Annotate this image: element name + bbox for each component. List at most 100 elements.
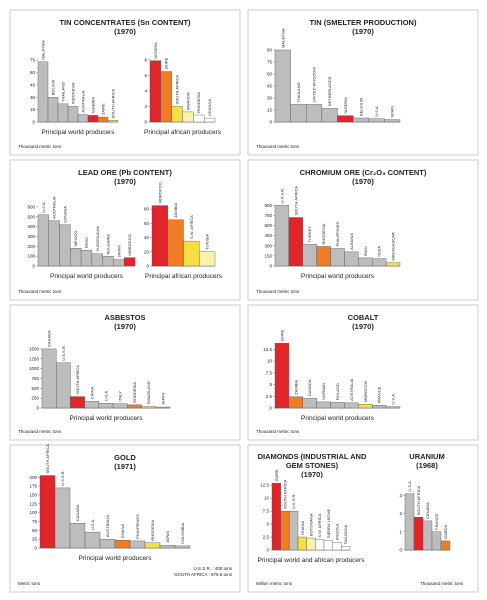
category-label: ZAMBIA — [173, 203, 178, 218]
category-label: NORWAY — [321, 382, 326, 400]
bar — [413, 517, 424, 551]
category-label: ZAIRE — [279, 329, 284, 341]
bar — [289, 510, 299, 551]
x-axis-label: Principal world producers — [50, 273, 124, 280]
bar — [70, 396, 85, 409]
bar — [358, 257, 373, 267]
bar — [344, 402, 359, 409]
bar — [330, 402, 345, 409]
y-tick-label: 500 — [27, 214, 35, 219]
bar — [332, 542, 342, 551]
category-label: U.S.S.R. — [60, 470, 65, 486]
y-tick-label: 150 — [29, 492, 37, 497]
category-label: RHODESIA — [196, 92, 201, 113]
category-label: TANZANIA — [343, 525, 348, 545]
bar — [167, 219, 184, 267]
chart-title: GOLD — [114, 453, 136, 462]
unit-note: Thousand metric tons — [256, 429, 300, 434]
title-box: ASBESTOS(1970) — [104, 313, 145, 331]
y-tick-label: 1500 — [29, 346, 40, 351]
bar — [321, 108, 338, 123]
y-tick-label: 15 — [267, 108, 273, 113]
category-label: GABON — [443, 524, 448, 539]
bar — [151, 205, 168, 267]
category-label: COLOMBIA — [180, 522, 185, 543]
category-label: TUNISIA — [205, 234, 210, 250]
chart-subtitle: (1970) — [352, 322, 374, 331]
chart-title: CHROMIUM ORE (Cr₂O₃ CONTENT) — [299, 168, 427, 177]
title-box: LEAD ORE (Pb CONTENT)(1970) — [78, 168, 172, 186]
y-tick-label: 100 — [29, 510, 37, 515]
bar — [84, 531, 101, 549]
bar — [302, 397, 317, 409]
category-label: AUSTRALIA — [52, 196, 57, 219]
y-tick-label: 15 — [30, 107, 36, 112]
bar — [352, 117, 369, 123]
bar — [274, 205, 290, 267]
category-label: AUSTRALIA — [349, 378, 354, 401]
title-box: DIAMONDS (INDUSTRIAL AND GEM STONES)(197… — [257, 452, 367, 478]
title-box: TIN CONCENTRATES (Sn CONTENT)(1970) — [59, 18, 190, 36]
panel-frame — [9, 444, 241, 593]
y-tick-label: 45 — [30, 82, 36, 87]
category-label: FRANCE — [434, 513, 439, 530]
category-label: SOUTH AFRICA — [416, 485, 421, 515]
title-box: COBALT(1970) — [348, 313, 379, 331]
y-tick-label: 45 — [267, 84, 273, 89]
bar — [67, 106, 79, 123]
bar — [47, 97, 59, 123]
bar — [315, 539, 325, 551]
chart-subtitle: (1968) — [416, 461, 438, 470]
bar — [306, 104, 323, 123]
y-tick-label: 8 — [144, 57, 147, 62]
bar — [341, 546, 351, 551]
y-tick-label: 250 — [31, 396, 39, 401]
category-label: SOUTH AFRICA — [45, 444, 50, 474]
category-label: GHANA — [300, 520, 305, 535]
bar — [431, 531, 442, 551]
y-tick-label: 750 — [31, 376, 39, 381]
y-tick-label: 600 — [27, 204, 35, 209]
panel-frame — [247, 304, 479, 441]
bar — [102, 255, 114, 267]
category-label: JAPAN — [116, 245, 121, 258]
category-label: MALAYSIA — [41, 40, 46, 60]
category-label: THAILAND — [61, 82, 66, 102]
bar — [59, 224, 71, 267]
y-tick-label: 0 — [269, 264, 272, 269]
category-label: SOUTH AFRICA — [75, 365, 80, 395]
x-axis-label: Principal african producers — [145, 273, 223, 280]
bar — [141, 406, 156, 409]
bar — [39, 475, 56, 549]
category-label: FRANCE — [377, 386, 382, 403]
chart-title-block: TIN (SMELTER PRODUCTION) (1970) — [263, 18, 463, 36]
y-tick-label: 10 — [264, 496, 270, 501]
category-label: BOTSWANA — [309, 513, 314, 536]
y-tick-label: 0 — [269, 406, 272, 411]
bar — [274, 49, 291, 123]
category-label: RWANDA — [185, 92, 190, 110]
category-label: NIGERIA — [153, 42, 158, 59]
y-tick-label: 75 — [32, 519, 38, 524]
y-tick-label: 60 — [30, 70, 36, 75]
category-label: ANGOLA — [335, 523, 340, 540]
x-axis-label: Principal world producers — [42, 129, 116, 136]
category-label: ALBANIA — [349, 233, 354, 250]
y-tick-label: 5 — [269, 382, 272, 387]
y-tick-label: 5 — [266, 522, 269, 527]
category-label: SWAZILAND — [146, 381, 151, 404]
bar — [183, 240, 200, 267]
category-label: FINLAND — [335, 383, 340, 400]
bar — [280, 510, 290, 551]
y-tick-label: 25 — [32, 537, 38, 542]
category-label: S.W. AFRICA — [189, 215, 194, 239]
unit-note: Thousand metric tons — [18, 144, 62, 149]
category-label: IRAN — [363, 246, 368, 256]
category-label: SOUTH AFRICA — [293, 186, 298, 216]
y-tick-label: 40 — [144, 235, 150, 240]
panel-frame — [9, 159, 241, 301]
chart-title: DIAMONDS (INDUSTRIAL AND GEM STONES) — [257, 452, 367, 470]
bar — [440, 540, 451, 551]
category-label: SOUTH AFRICA — [175, 75, 180, 105]
category-label: MALAYSIA — [280, 28, 285, 48]
